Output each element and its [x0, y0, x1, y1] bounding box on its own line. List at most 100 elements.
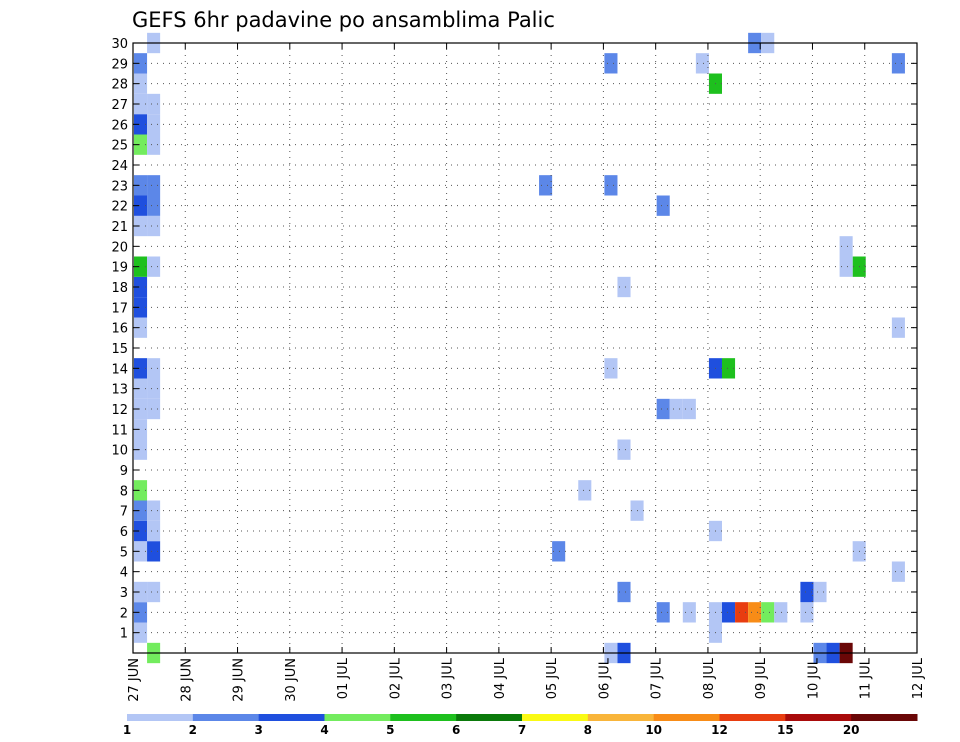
- heatmap-cell: [147, 358, 161, 379]
- legend-label: 7: [518, 723, 526, 737]
- y-tick-label: 2: [120, 606, 128, 621]
- x-tick-label: 05 JUL: [545, 657, 560, 699]
- heatmap-cell: [134, 520, 148, 542]
- y-tick-label: 23: [111, 179, 128, 194]
- heatmap-cell: [134, 93, 148, 115]
- heatmap-cell: [147, 500, 161, 521]
- heatmap-cell: [722, 602, 736, 623]
- x-tick-label: 12 JUL: [911, 657, 926, 699]
- legend-label: 15: [777, 723, 794, 737]
- legend-label: 8: [584, 723, 592, 737]
- heatmap-cell: [682, 602, 696, 623]
- heatmap-cell: [134, 195, 148, 216]
- legend-color-swatch: [522, 714, 589, 721]
- heatmap-cell: [134, 439, 148, 460]
- heatmap-cell: [147, 114, 161, 135]
- heatmap-cell: [617, 439, 631, 460]
- legend-label: 5: [386, 723, 394, 737]
- y-tick-label: 16: [111, 322, 128, 337]
- heatmap-cell: [134, 541, 148, 562]
- heatmap-cell: [147, 541, 161, 562]
- y-tick-label: 22: [111, 200, 128, 215]
- heatmap-cell: [891, 317, 905, 338]
- legend-color-swatch: [127, 714, 194, 721]
- heatmap-cell: [134, 317, 148, 338]
- y-tick-label: 25: [111, 139, 128, 154]
- heatmap-cell: [722, 358, 736, 379]
- heatmap-cell: [134, 500, 148, 521]
- x-tick-label: 30 JUN: [284, 658, 299, 702]
- heatmap-cell: [656, 195, 670, 216]
- y-tick-label: 10: [111, 444, 128, 459]
- y-tick-label: 11: [111, 423, 128, 438]
- heatmap-cell: [604, 358, 618, 379]
- heatmap-cell: [669, 398, 683, 420]
- legend-color-swatch: [719, 714, 786, 721]
- heatmap-cell: [134, 276, 148, 298]
- heatmap-cell: [891, 53, 905, 74]
- y-tick-label: 21: [111, 220, 128, 235]
- y-tick-label: 5: [120, 545, 128, 560]
- y-tick-label: 18: [111, 281, 128, 296]
- y-tick-label: 7: [120, 505, 128, 520]
- y-tick-label: 12: [111, 403, 128, 418]
- grid-lines: [133, 43, 917, 653]
- heatmap-cell: [682, 398, 696, 420]
- y-tick-label: 20: [111, 240, 128, 255]
- legend-color-swatch: [192, 714, 260, 721]
- heatmap-cell: [134, 358, 148, 379]
- heatmap-cell: [134, 175, 148, 196]
- y-tick-label: 29: [111, 57, 128, 72]
- x-tick-label: 04 JUL: [493, 657, 508, 699]
- heatmap-cell: [147, 581, 161, 603]
- x-tick-label: 08 JUL: [702, 657, 717, 699]
- heatmap-cell: [800, 602, 814, 623]
- legend-color-swatch: [785, 714, 852, 721]
- chart-title: GEFS 6hr padavine po ansamblima Palic: [132, 8, 555, 32]
- y-tick-label: 9: [120, 464, 128, 479]
- y-tick-label: 28: [111, 78, 128, 93]
- legend-color-swatch: [258, 714, 325, 721]
- heatmap-cell: [617, 276, 631, 298]
- x-tick-label: 11 JUL: [859, 657, 874, 699]
- x-tick-label: 02 JUL: [388, 657, 403, 699]
- y-tick-label: 13: [111, 383, 128, 398]
- legend-label: 20: [843, 723, 860, 737]
- heatmap-cell: [604, 53, 618, 74]
- heatmap-cell: [147, 398, 161, 420]
- heatmap-cell: [147, 134, 161, 155]
- y-tick-label: 14: [111, 362, 128, 377]
- heatmap-cell: [134, 602, 148, 623]
- x-tick-label: 27 JUN: [127, 658, 142, 702]
- legend-color-swatch: [456, 714, 523, 721]
- y-tick-label: 6: [120, 525, 128, 540]
- y-tick-label: 8: [120, 484, 128, 499]
- heatmap-cell: [147, 378, 161, 399]
- y-tick-label: 15: [111, 342, 128, 357]
- heatmap-cell: [735, 602, 749, 623]
- heatmap-cell: [578, 480, 592, 501]
- x-tick-label: 06 JUL: [597, 657, 612, 699]
- y-tick-label: 3: [120, 586, 128, 601]
- heatmap-cell: [604, 175, 618, 196]
- colorbar-legend: 1 2 3 4 5 6 7 8 10 12 15 20: [123, 714, 918, 737]
- heatmap-cell: [761, 602, 775, 623]
- x-tick-label: 09 JUL: [754, 657, 769, 699]
- heatmap-cell: [539, 175, 553, 196]
- y-tick-label: 4: [120, 566, 128, 581]
- legend-label: 1: [123, 723, 131, 737]
- heatmap-cell: [134, 480, 148, 501]
- heatmap-cell: [134, 419, 148, 440]
- legend-color-swatch: [851, 714, 918, 721]
- heatmap-cell: [134, 53, 148, 74]
- heatmap-cell: [839, 256, 853, 277]
- heatmap-cell: [147, 215, 161, 237]
- heatmap-cell: [774, 602, 788, 623]
- legend-label: 12: [711, 723, 728, 737]
- x-tick-label: 29 JUN: [232, 658, 247, 702]
- legend-color-swatch: [587, 714, 655, 721]
- heatmap-cell: [134, 581, 148, 603]
- heatmap-cell: [147, 175, 161, 196]
- heatmap-cells: [134, 32, 905, 664]
